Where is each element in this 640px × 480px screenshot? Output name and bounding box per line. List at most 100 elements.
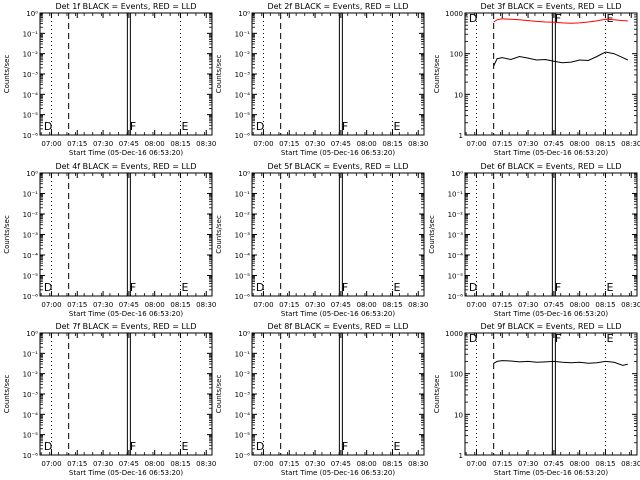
panel-det-4: Det 4f BLACK = Events, RED = LLD 10⁻⁶ 10⁻⁵… (3, 162, 216, 318)
y-tick-label: 10⁻³ (23, 71, 39, 79)
marker-letter-e: E (606, 281, 613, 294)
y-tick-label: 100 (450, 371, 463, 379)
y-tick-label: 10⁻² (235, 371, 251, 379)
x-tick-label: 07:45 (119, 140, 139, 148)
y-tick-label: 10⁻⁶ (235, 293, 251, 301)
x-tick-label: 07:00 (466, 140, 486, 148)
marker-letter-d: D (469, 281, 477, 294)
x-tick-label: 07:45 (331, 140, 351, 148)
x-tick-label: 07:30 (93, 460, 113, 468)
marker-letter-d: D (44, 281, 52, 294)
y-tick-label: 10⁰ (26, 10, 38, 18)
y-tick-label: 10⁰ (238, 330, 250, 338)
panel-det-9: Det 9f BLACK = Events, RED = LLD 1 10 100 10… (433, 322, 640, 477)
x-tick-label: 08:15 (595, 460, 615, 468)
x-axis-label: Start Time (05-Dec-16 06:53:20) (281, 149, 395, 157)
y-tick-label: 100 (450, 51, 463, 59)
plot-frame (251, 172, 425, 297)
panel-title: Det 6f BLACK = Events, RED = LLD (480, 162, 621, 171)
y-tick-label: 10⁻⁶ (23, 452, 39, 460)
y-tick-label: 10⁻² (23, 51, 39, 59)
x-tick-label: 07:30 (305, 301, 325, 309)
x-tick-label: 07:45 (119, 301, 139, 309)
x-tick-label: 07:45 (544, 301, 564, 309)
x-tick-label: 08:15 (382, 301, 402, 309)
x-tick-label: 07:00 (466, 460, 486, 468)
y-tick-label: 10⁻¹ (23, 191, 39, 199)
marker-letter-f: F (555, 281, 561, 294)
x-tick-label: 07:00 (41, 140, 61, 148)
marker-letter-d: D (469, 332, 477, 345)
y-tick-label: 10⁻³ (23, 391, 39, 399)
y-tick-label: 10⁻⁶ (448, 293, 464, 301)
marker-letter-d: D (44, 120, 52, 133)
x-tick-label: 08:00 (357, 301, 377, 309)
x-tick-label: 07:45 (544, 140, 564, 148)
marker-letter-f: F (342, 281, 348, 294)
marker-letter-f: F (130, 120, 136, 133)
marker-letter-e: E (181, 120, 188, 133)
panel-title: Det 8f BLACK = Events, RED = LLD (267, 322, 408, 331)
x-tick-label: 07:00 (466, 301, 486, 309)
y-tick-label: 10⁻⁴ (23, 91, 39, 99)
y-axis-label: Counts/sec (3, 55, 11, 94)
y-tick-label: 1 (459, 452, 463, 460)
x-tick-label: 07:00 (41, 460, 61, 468)
x-tick-label: 07:30 (93, 301, 113, 309)
panel-title: Det 2f BLACK = Events, RED = LLD (267, 2, 408, 11)
y-tick-label: 10⁻⁶ (23, 132, 39, 140)
y-tick-label: 10⁻³ (235, 71, 251, 79)
y-tick-label: 10⁻⁵ (23, 112, 39, 120)
x-tick-label: 07:45 (119, 460, 139, 468)
panel-det-7: Det 7f BLACK = Events, RED = LLD 10⁻⁶ 10⁻⁵… (3, 322, 216, 477)
x-tick-label: 08:00 (145, 140, 165, 148)
y-tick-label: 10⁻⁶ (235, 132, 251, 140)
y-tick-label: 10⁻¹ (235, 191, 251, 199)
events-series-line (493, 51, 629, 67)
x-tick-label: 08:30 (408, 460, 428, 468)
marker-letter-e: E (393, 281, 400, 294)
y-tick-label: 10⁻¹ (235, 30, 251, 38)
plot-frame (39, 332, 213, 456)
x-tick-label: 07:00 (253, 301, 273, 309)
y-tick-label: 10⁻⁴ (235, 252, 251, 260)
x-tick-label: 07:30 (518, 140, 538, 148)
y-tick-label: 10⁻⁴ (235, 411, 251, 419)
y-axis-label: Counts/sec (428, 215, 436, 254)
plot-frame (464, 12, 638, 136)
y-tick-label: 10⁻⁴ (23, 411, 39, 419)
x-axis-label: Start Time (05-Dec-16 06:53:20) (69, 469, 183, 477)
x-tick-label: 07:15 (67, 140, 87, 148)
panel-det-2: Det 2f BLACK = Events, RED = LLD 10⁻⁶ 10⁻⁵… (215, 2, 428, 157)
plot-frame (251, 12, 425, 136)
x-tick-label: 07:00 (41, 301, 61, 309)
y-tick-label: 1000 (445, 10, 463, 18)
marker-letter-f: F (555, 12, 561, 25)
panel-det-3: Det 3f BLACK = Events, RED = LLD 1 10 100 10… (433, 2, 640, 157)
x-tick-label: 07:15 (279, 140, 299, 148)
y-tick-label: 10⁰ (26, 330, 38, 338)
y-axis-label: Counts/sec (215, 375, 223, 414)
panel-det-1: Det 1f BLACK = Events, RED = LLD 10⁻⁶ 10⁻⁵… (3, 2, 216, 157)
marker-letter-d: D (256, 281, 264, 294)
panel-title: Det 1f BLACK = Events, RED = LLD (55, 2, 196, 11)
marker-letter-e: E (181, 440, 188, 453)
plot-frame (464, 172, 638, 297)
x-tick-label: 07:15 (67, 301, 87, 309)
x-tick-label: 08:30 (408, 140, 428, 148)
y-tick-label: 10⁻⁶ (23, 293, 39, 301)
x-axis-label: Start Time (05-Dec-16 06:53:20) (69, 149, 183, 157)
y-tick-label: 1000 (445, 330, 463, 338)
x-tick-label: 07:15 (492, 301, 512, 309)
x-tick-label: 08:00 (145, 460, 165, 468)
y-axis-label: Counts/sec (215, 55, 223, 94)
y-tick-label: 10⁰ (238, 10, 250, 18)
x-tick-label: 08:15 (170, 460, 190, 468)
x-tick-label: 08:30 (621, 301, 640, 309)
x-tick-label: 07:15 (279, 301, 299, 309)
x-tick-label: 08:30 (408, 301, 428, 309)
x-axis-label: Start Time (05-Dec-16 06:53:20) (494, 310, 608, 318)
marker-letter-e: E (606, 332, 613, 345)
y-tick-label: 10⁻² (23, 211, 39, 219)
panel-det-8: Det 8f BLACK = Events, RED = LLD 10⁻⁶ 10⁻⁵… (215, 322, 428, 477)
